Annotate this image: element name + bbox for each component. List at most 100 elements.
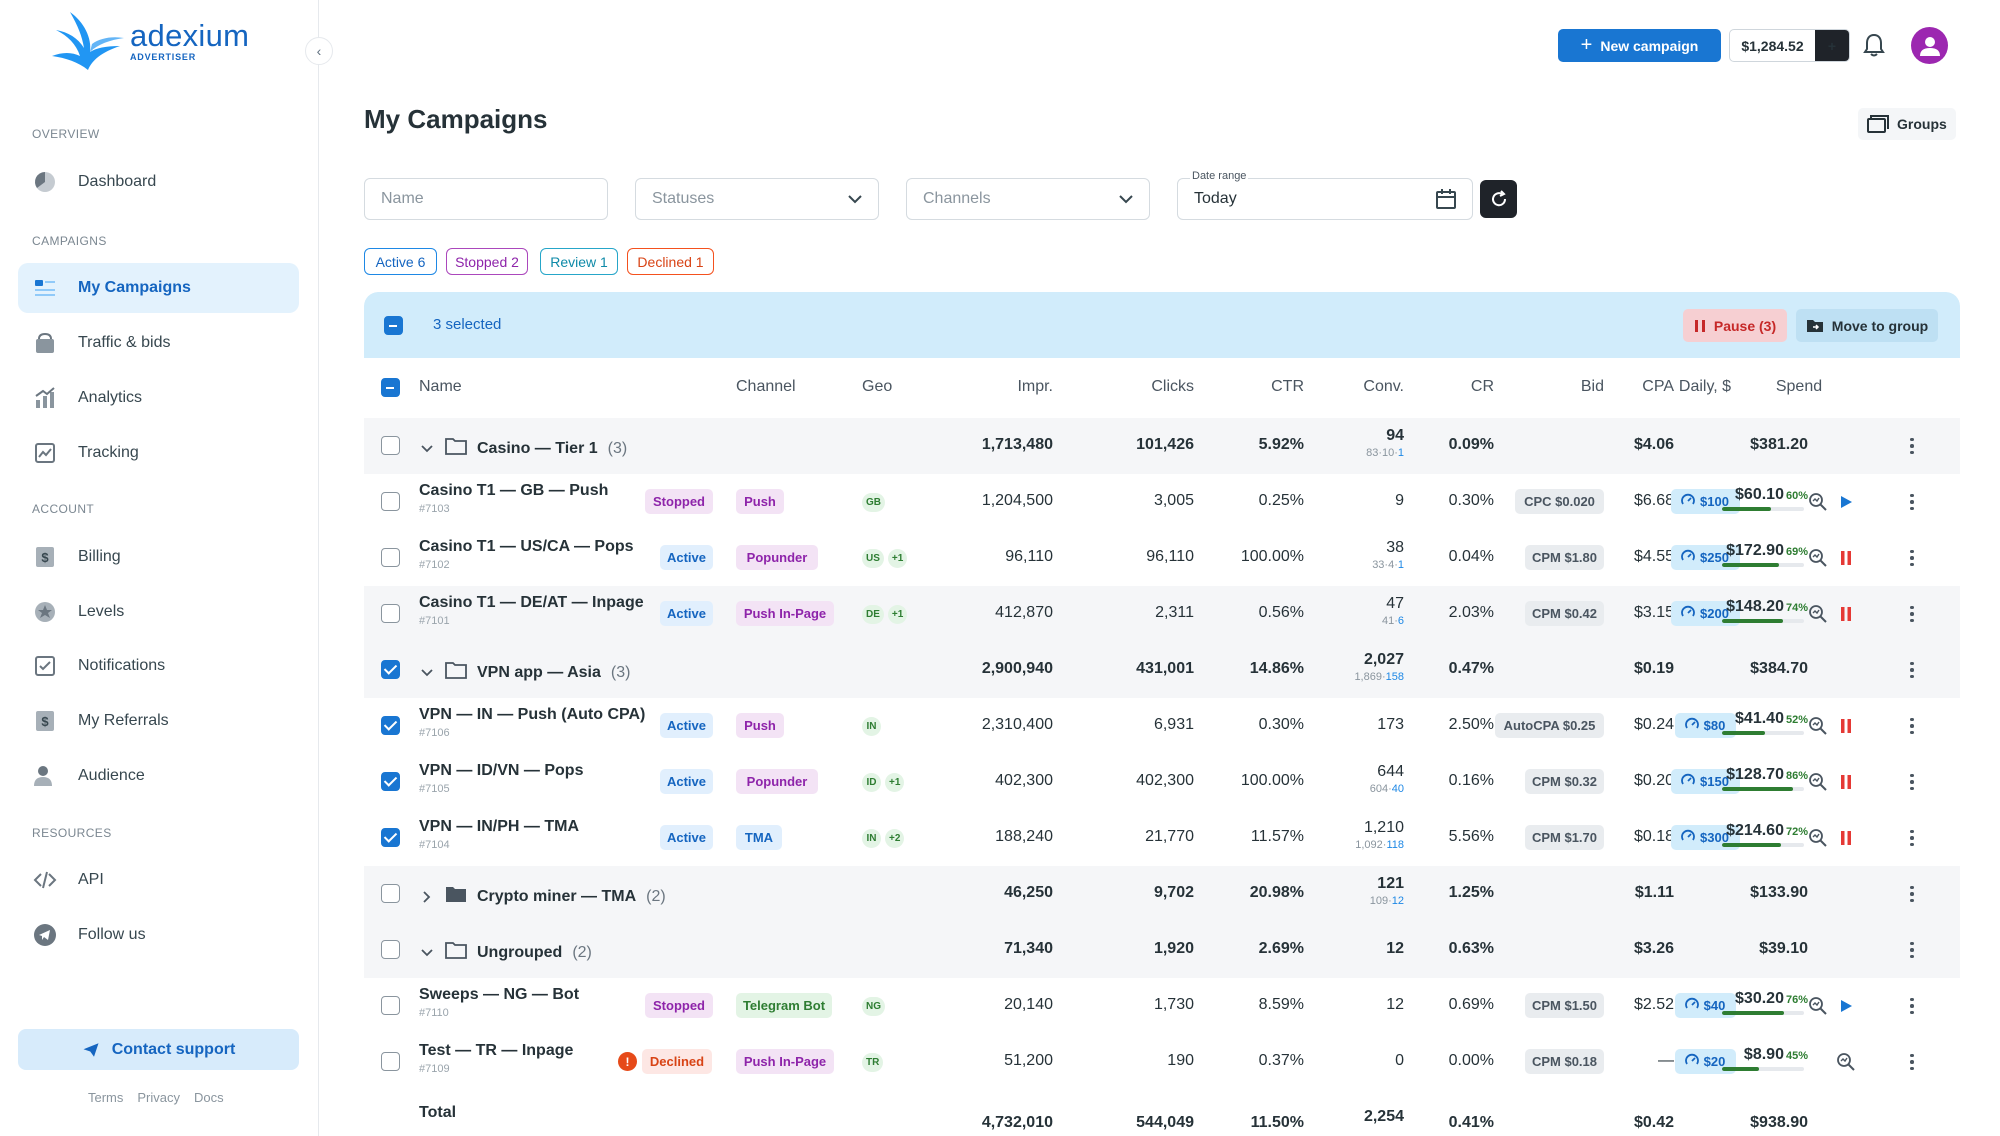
bid-badge[interactable]: CPC $0.020 (1515, 489, 1604, 514)
bid-badge[interactable]: AutoCPA $0.25 (1495, 713, 1604, 738)
chevron-down-icon[interactable] (419, 668, 435, 677)
bid-badge[interactable]: CPM $1.50 (1525, 993, 1604, 1018)
pause-selected-button[interactable]: Pause (3) (1683, 309, 1787, 342)
more-menu-icon[interactable] (1907, 771, 1917, 793)
new-campaign-button[interactable]: + New campaign (1558, 29, 1721, 62)
row-checkbox[interactable] (381, 884, 400, 903)
chevron-down-icon[interactable] (419, 948, 435, 957)
sidebar-item-notifications[interactable]: Notifications (18, 641, 299, 691)
sidebar-item-billing[interactable]: $ Billing (18, 532, 299, 582)
chip-review[interactable]: Review 1 (540, 248, 618, 275)
stats-zoom-icon[interactable] (1807, 827, 1829, 849)
chip-active[interactable]: Active 6 (364, 248, 437, 275)
more-menu-icon[interactable] (1907, 491, 1917, 513)
bid-badge[interactable]: CPM $0.18 (1525, 1049, 1604, 1074)
campaign-name[interactable]: VPN — IN — Push (Auto CPA) #7106 (419, 706, 645, 739)
group-row[interactable]: Crypto miner — TMA (2) 46,250 9,702 20.98% 12… (364, 866, 1960, 922)
name-filter-input[interactable]: Name (364, 178, 608, 220)
row-checkbox[interactable] (381, 996, 400, 1015)
bid-badge[interactable]: CPM $0.32 (1525, 769, 1604, 794)
sidebar-item-follow-us[interactable]: Follow us (18, 910, 299, 960)
refresh-button[interactable] (1480, 180, 1517, 218)
chip-stopped[interactable]: Stopped 2 (446, 248, 528, 275)
group-name[interactable]: Casino — Tier 1 (3) (419, 437, 627, 460)
sidebar-item-my-campaigns[interactable]: My Campaigns (18, 263, 299, 313)
more-menu-icon[interactable] (1907, 659, 1917, 681)
campaign-name[interactable]: Test — TR — Inpage #7109 (419, 1042, 573, 1075)
more-menu-icon[interactable] (1907, 995, 1917, 1017)
row-checkbox[interactable] (381, 828, 400, 847)
header-checkbox[interactable] (381, 378, 400, 397)
sidebar-item-tracking[interactable]: Tracking (18, 428, 299, 478)
row-checkbox[interactable] (381, 492, 400, 511)
sidebar-item-audience[interactable]: Audience (18, 751, 299, 801)
stats-zoom-icon[interactable] (1807, 491, 1829, 513)
bid-badge[interactable]: CPM $0.42 (1525, 601, 1604, 626)
daily-budget-badge[interactable]: $100 (1670, 489, 1740, 514)
col-impr[interactable]: Impr. (1017, 378, 1053, 395)
col-geo[interactable]: Geo (862, 378, 893, 395)
stats-zoom-icon[interactable] (1807, 547, 1829, 569)
group-row[interactable]: VPN app — Asia (3) 2,900,940 431,001 14.86% 2… (364, 642, 1960, 698)
row-checkbox[interactable] (381, 436, 400, 455)
chip-declined[interactable]: Declined 1 (627, 248, 714, 275)
group-row[interactable]: Casino — Tier 1 (3) 1,713,480 101,426 5.92% 9… (364, 418, 1960, 474)
col-ctr[interactable]: CTR (1271, 378, 1304, 395)
move-to-group-button[interactable]: Move to group (1796, 309, 1938, 342)
privacy-link[interactable]: Privacy (137, 1090, 181, 1105)
row-checkbox[interactable] (381, 604, 400, 623)
table-row[interactable]: Casino T1 — US/CA — Pops #7102 Active Popun… (364, 530, 1960, 586)
more-menu-icon[interactable] (1907, 883, 1917, 905)
stats-zoom-icon[interactable] (1807, 715, 1829, 737)
campaign-name[interactable]: VPN — ID/VN — Pops #7105 (419, 762, 583, 795)
daily-budget-badge[interactable]: $80 (1674, 713, 1736, 738)
table-row[interactable]: Sweeps — NG — Bot #7110 Stopped Telegram Bo… (364, 978, 1960, 1034)
table-row[interactable]: Casino T1 — GB — Push #7103 Stopped Push GB 1… (364, 474, 1960, 530)
table-row[interactable]: Test — TR — Inpage #7109! Declined Push In-… (364, 1034, 1960, 1090)
pause-icon[interactable] (1835, 771, 1857, 793)
group-name[interactable]: VPN app — Asia (3) (419, 661, 630, 684)
select-all-checkbox[interactable] (384, 316, 403, 335)
table-row[interactable]: VPN — ID/VN — Pops #7105 Active Popunder ID +… (364, 754, 1960, 810)
group-row[interactable]: Ungrouped (2) 71,340 1,920 2.69% 12 0.63% $3.26… (364, 922, 1960, 978)
more-menu-icon[interactable] (1907, 715, 1917, 737)
channels-select[interactable]: Channels (906, 178, 1150, 220)
more-menu-icon[interactable] (1907, 435, 1917, 457)
col-channel[interactable]: Channel (736, 378, 796, 395)
pause-icon[interactable] (1835, 547, 1857, 569)
col-daily[interactable]: Daily, $ (1678, 378, 1732, 395)
sidebar-item-levels[interactable]: Levels (18, 587, 299, 637)
more-menu-icon[interactable] (1907, 1051, 1917, 1073)
groups-button[interactable]: Groups (1858, 108, 1956, 140)
pause-icon[interactable] (1835, 603, 1857, 625)
pause-icon[interactable] (1835, 827, 1857, 849)
play-icon[interactable] (1835, 995, 1857, 1017)
row-checkbox[interactable] (381, 1052, 400, 1071)
col-spend[interactable]: Spend (1775, 378, 1823, 395)
col-clicks[interactable]: Clicks (1151, 378, 1194, 395)
bid-badge[interactable]: CPM $1.80 (1525, 545, 1604, 570)
sidebar-item-analytics[interactable]: Analytics (18, 373, 299, 423)
chevron-down-icon[interactable] (419, 444, 435, 453)
sidebar-item-traffic-bids[interactable]: Traffic & bids (18, 318, 299, 368)
contact-support-button[interactable]: Contact support (18, 1029, 299, 1070)
date-range-field[interactable]: Today (1177, 178, 1473, 220)
more-menu-icon[interactable] (1907, 827, 1917, 849)
warning-icon[interactable]: ! (618, 1052, 637, 1071)
sidebar-item-dashboard[interactable]: Dashboard (18, 157, 299, 207)
more-menu-icon[interactable] (1907, 603, 1917, 625)
col-bid[interactable]: Bid (1580, 378, 1604, 395)
calendar-icon[interactable] (1436, 189, 1456, 209)
col-name[interactable]: Name (419, 378, 462, 395)
campaign-name[interactable]: Casino T1 — GB — Push #7103 (419, 482, 608, 515)
row-checkbox[interactable] (381, 716, 400, 735)
col-cpa[interactable]: CPA (1642, 378, 1674, 395)
col-cr[interactable]: CR (1470, 378, 1494, 395)
stats-zoom-icon[interactable] (1807, 995, 1829, 1017)
chevron-right-icon[interactable] (419, 890, 435, 903)
play-icon[interactable] (1835, 491, 1857, 513)
row-checkbox[interactable] (381, 940, 400, 959)
pause-icon[interactable] (1835, 715, 1857, 737)
row-checkbox[interactable] (381, 772, 400, 791)
avatar[interactable] (1911, 27, 1948, 64)
